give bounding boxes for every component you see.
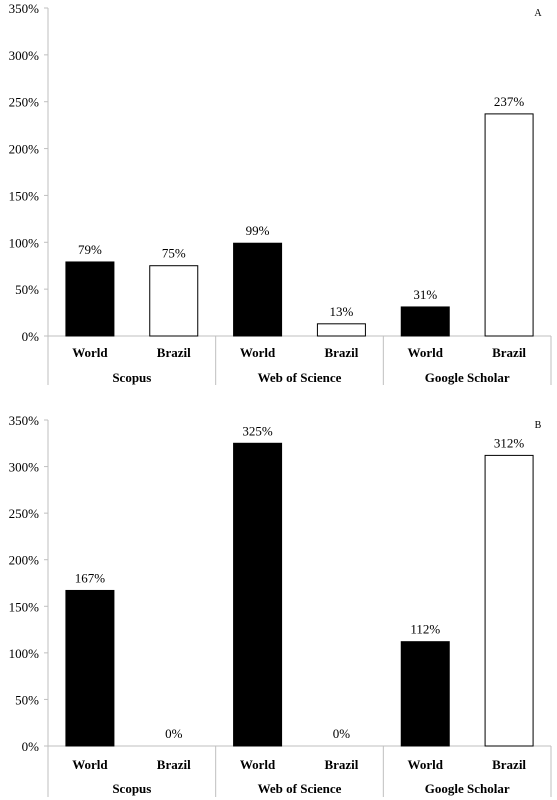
panel-b-category-label: World xyxy=(72,757,108,772)
panel-a-y-tick-label: 200% xyxy=(9,142,40,157)
panel-b-bar-world xyxy=(400,641,450,747)
panel-b-data-label: 112% xyxy=(410,622,440,637)
panel-b-bar-world xyxy=(65,589,115,747)
panel-b-group-label: Google Scholar xyxy=(425,781,510,796)
panel-a-bar-brazil xyxy=(484,113,534,337)
panel-a-bar-world xyxy=(233,242,283,337)
panel-a-category-label: World xyxy=(72,345,108,360)
panel-b-data-label: 0% xyxy=(333,726,351,741)
panel-b-category-label: World xyxy=(408,757,444,772)
panel-a-panel-label: A xyxy=(534,8,542,19)
panel-a-group-label: Scopus xyxy=(112,370,151,385)
panel-a-category-label: World xyxy=(408,345,444,360)
panel-b-bar-brazil xyxy=(484,454,534,747)
panel-b-y-tick-label: 100% xyxy=(9,646,40,661)
panel-a-bar-world xyxy=(400,306,450,337)
panel-b-category-label: Brazil xyxy=(324,757,358,772)
panel-b-y-tick-label: 0% xyxy=(22,739,40,754)
panel-b-y-tick-label: 50% xyxy=(15,692,39,707)
panel-a-category-label: Brazil xyxy=(157,345,191,360)
panel-a-y-tick-label: 100% xyxy=(9,235,40,250)
panel-b-y-tick-label: 350% xyxy=(9,413,40,428)
panel-a-bar-brazil xyxy=(149,265,199,337)
panel-b-category-label: Brazil xyxy=(492,757,526,772)
panel-b-category-label: World xyxy=(240,757,276,772)
panel-a-group-label: Web of Science xyxy=(258,370,342,385)
panel-a-group-label: Google Scholar xyxy=(425,370,510,385)
panel-b-group-label: Scopus xyxy=(112,781,151,796)
panel-a-y-tick-label: 0% xyxy=(22,329,40,344)
panel-a-y-tick-label: 350% xyxy=(9,1,40,16)
panel-a-data-label: 75% xyxy=(162,246,186,261)
panel-b-y-tick-label: 200% xyxy=(9,553,40,568)
panel-a-category-label: Brazil xyxy=(324,345,358,360)
panel-b-data-label: 167% xyxy=(75,570,106,585)
panel-b-bar-world xyxy=(233,442,283,747)
panel-b-group-label: Web of Science xyxy=(258,781,342,796)
panel-b-data-label: 325% xyxy=(242,423,273,438)
panel-a-data-label: 79% xyxy=(78,242,102,257)
panel-a-bar-brazil xyxy=(316,323,366,337)
panel-b-panel-label: B xyxy=(535,420,542,431)
panel-a-data-label: 13% xyxy=(329,304,353,319)
panel-b-y-tick-label: 250% xyxy=(9,506,40,521)
panel-b-y-tick-label: 300% xyxy=(9,460,40,475)
panel-b-data-label: 0% xyxy=(165,726,183,741)
panel-a-category-label: World xyxy=(240,345,276,360)
panel-a-data-label: 237% xyxy=(494,94,525,109)
panel-a-data-label: 99% xyxy=(246,223,270,238)
panel-a-bar-world xyxy=(65,261,115,337)
panel-a-category-label: Brazil xyxy=(492,345,526,360)
panel-a-y-tick-label: 250% xyxy=(9,95,40,110)
panel-a-data-label: 31% xyxy=(413,287,437,302)
panel-a-y-tick-label: 150% xyxy=(9,188,40,203)
panel-a-y-tick-label: 300% xyxy=(9,48,40,63)
panel-b-y-tick-label: 150% xyxy=(9,599,40,614)
panel-b-data-label: 312% xyxy=(494,435,525,450)
panel-a-y-tick-label: 50% xyxy=(15,282,39,297)
panel-b-category-label: Brazil xyxy=(157,757,191,772)
